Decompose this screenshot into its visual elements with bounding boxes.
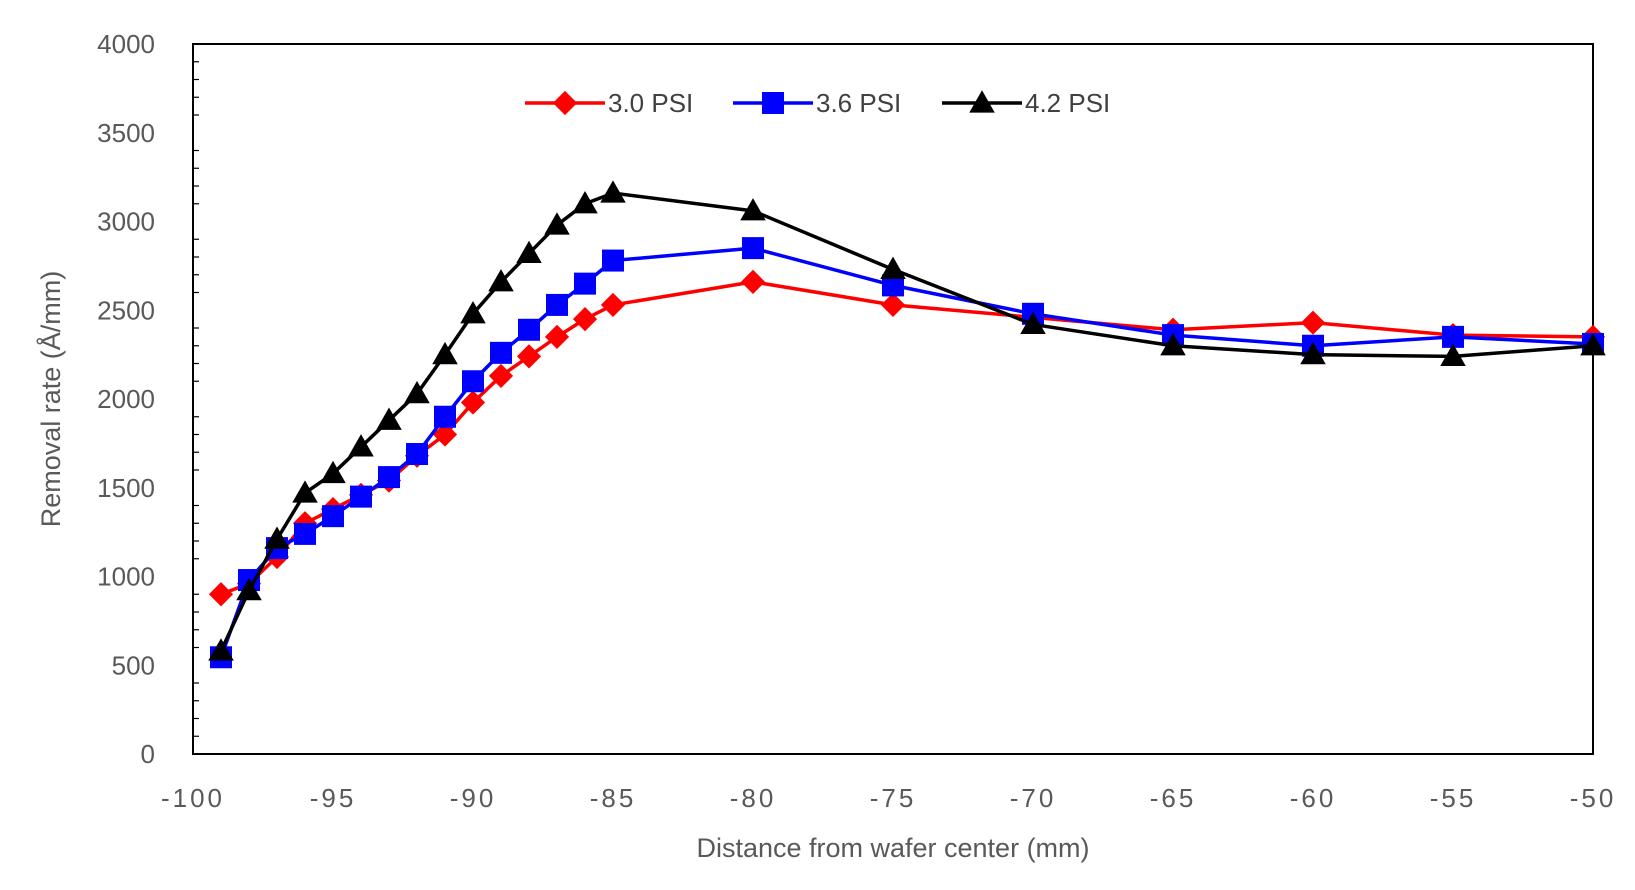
data-point xyxy=(404,380,430,404)
data-point xyxy=(432,422,458,447)
data-point xyxy=(572,307,598,332)
legend-item: 3.0 PSI xyxy=(525,88,693,118)
data-point xyxy=(1300,310,1326,335)
data-point xyxy=(1580,332,1606,356)
y-tick-label: 3000 xyxy=(97,207,155,237)
legend: 3.0 PSI 3.6 PSI 4.2 PSI xyxy=(525,88,1110,118)
data-point xyxy=(490,341,512,364)
data-point xyxy=(294,522,316,545)
y-tick-label: 0 xyxy=(141,739,155,769)
data-point xyxy=(264,526,290,549)
series-group xyxy=(208,180,1606,669)
data-point xyxy=(1442,325,1464,348)
y-axis-tick-labels: 0 500 1000 1500 2000 2500 3000 3500 4000 xyxy=(97,29,155,769)
x-tick-label: -85 xyxy=(590,783,637,813)
data-point xyxy=(546,293,568,316)
legend-label: 4.2 PSI xyxy=(1025,88,1110,118)
data-point xyxy=(740,198,766,221)
x-tick-label: -90 xyxy=(450,783,497,813)
data-point xyxy=(292,480,318,503)
x-tick-label: -70 xyxy=(1010,783,1057,813)
y-tick-label: 1000 xyxy=(97,562,155,592)
legend-item: 4.2 PSI xyxy=(942,88,1110,118)
x-tick-label: -95 xyxy=(310,783,357,813)
data-point xyxy=(742,237,764,260)
data-point xyxy=(572,190,598,214)
x-tick-label: -100 xyxy=(161,783,225,813)
data-point xyxy=(740,269,766,294)
legend-marker xyxy=(762,92,784,114)
y-axis-title: Removal rate (Å/mm) xyxy=(35,271,66,528)
y-tick-label: 2000 xyxy=(97,384,155,414)
legend-label: 3.0 PSI xyxy=(608,88,693,118)
y-tick-label: 500 xyxy=(112,650,155,680)
y-tick-label: 2500 xyxy=(97,295,155,325)
data-point xyxy=(600,180,626,203)
data-point xyxy=(516,344,542,369)
y-tick-label: 1500 xyxy=(97,473,155,503)
data-point xyxy=(1440,343,1466,366)
data-point xyxy=(208,638,234,661)
data-point xyxy=(600,292,626,318)
x-tick-label: -80 xyxy=(730,783,777,813)
x-axis-title: Distance from wafer center (mm) xyxy=(696,833,1089,863)
x-axis-tick-labels: -100 -95 -90 -85 -80 -75 -70 -65 -60 -55 -50 xyxy=(161,783,1617,813)
data-point xyxy=(432,341,458,365)
data-point xyxy=(460,301,486,324)
data-point xyxy=(516,240,542,264)
series-square xyxy=(210,237,1604,669)
y-axis-minor-ticks xyxy=(193,61,199,737)
data-point xyxy=(488,269,514,292)
x-tick-label: -55 xyxy=(1430,783,1477,813)
data-point xyxy=(880,256,906,279)
data-point xyxy=(236,577,262,601)
legend-marker xyxy=(552,90,578,116)
x-tick-label: -65 xyxy=(1150,783,1197,813)
data-point xyxy=(1300,341,1326,365)
plot-area xyxy=(192,43,1594,755)
x-tick-label: -75 xyxy=(870,783,917,813)
legend-marker xyxy=(969,90,995,113)
data-point xyxy=(544,324,570,349)
data-point xyxy=(208,582,234,607)
data-point xyxy=(322,505,344,528)
data-point xyxy=(488,363,514,389)
series-triangle xyxy=(208,180,1606,661)
x-tick-label: -50 xyxy=(1570,783,1617,813)
data-point xyxy=(348,434,374,457)
legend-item: 3.6 PSI xyxy=(733,88,901,118)
data-point xyxy=(1020,311,1046,335)
data-point xyxy=(406,443,428,466)
series-line xyxy=(219,246,1594,658)
data-point xyxy=(460,390,486,415)
y-tick-label: 3500 xyxy=(97,118,155,148)
legend-label: 3.6 PSI xyxy=(816,88,901,118)
data-point xyxy=(1160,332,1186,356)
data-point xyxy=(434,405,456,428)
y-tick-label: 4000 xyxy=(97,29,155,59)
data-point xyxy=(462,370,484,393)
data-point xyxy=(378,466,400,489)
data-point xyxy=(376,407,402,430)
series-line xyxy=(219,191,1594,652)
data-point xyxy=(320,460,346,484)
x-tick-label: -60 xyxy=(1290,783,1337,813)
data-point xyxy=(882,274,904,297)
data-point xyxy=(518,318,540,341)
data-point xyxy=(602,249,624,272)
data-point xyxy=(574,272,596,295)
data-point xyxy=(544,212,570,235)
data-point xyxy=(880,292,906,318)
data-point xyxy=(350,485,372,508)
